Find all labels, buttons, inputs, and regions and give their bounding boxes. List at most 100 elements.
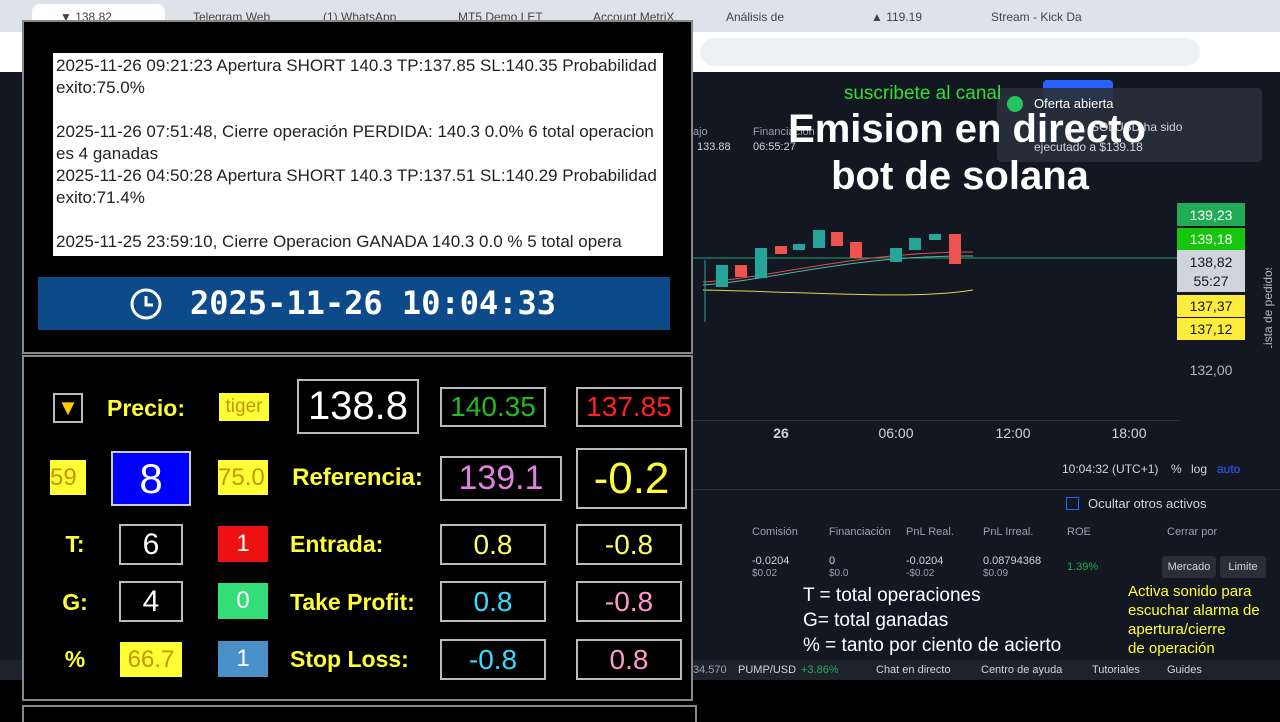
reference: 139.1 — [440, 456, 562, 501]
value: 0.8 — [576, 639, 682, 680]
cell: -0.0204 — [752, 555, 790, 567]
tab[interactable]: Stream - Kick Da — [991, 10, 1082, 24]
label: T: — [65, 530, 85, 557]
column-header: PnL Irreal. — [983, 526, 1034, 538]
status: 1 — [218, 641, 268, 677]
label: Precio: — [107, 394, 185, 421]
checkbox[interactable] — [1066, 497, 1079, 510]
footer-item[interactable]: Tutoriales — [1092, 664, 1140, 676]
x-tick-label: 12:00 — [995, 425, 1031, 441]
label: G: — [62, 588, 88, 615]
price-tick: 132,00 — [1189, 362, 1233, 378]
direction: ▼ — [53, 393, 83, 423]
button[interactable]: Mercado — [1162, 556, 1216, 578]
x-tick-label: 06:00 — [878, 425, 914, 441]
ma-line — [702, 255, 974, 286]
log-entry: 2025-11-25 23:59:10, Cierre Operacion GA… — [56, 232, 622, 251]
time-label: 10:04:32 (UTC+1) — [1062, 462, 1159, 476]
footer-item[interactable]: Chat en directo — [876, 664, 951, 676]
button[interactable]: Limite — [1220, 556, 1266, 578]
footer-item[interactable]: Guides — [1167, 664, 1202, 676]
url-field[interactable] — [700, 38, 1200, 66]
stream-title: bot de solana — [831, 153, 1089, 198]
sound-note: de operación — [1128, 640, 1215, 657]
signal-count: 8 — [111, 451, 191, 506]
note: G= total ganadas — [803, 610, 949, 631]
countdown: 55:27 — [1193, 273, 1229, 289]
side-label: Lista de pedidos — [1261, 268, 1275, 348]
price-label: 137,12 — [1177, 318, 1245, 340]
price-label-bg — [1177, 250, 1245, 292]
strategy: tiger — [219, 393, 269, 421]
scale-option[interactable]: log — [1191, 462, 1208, 476]
price-label: 139,18 — [1177, 228, 1245, 250]
footer-item[interactable]: Centro de ayuda — [981, 664, 1063, 676]
tab[interactable]: Análisis de opera — [726, 10, 785, 24]
log-entry: 2025-11-26 04:50:28 Apertura SHORT 140.3… — [56, 166, 657, 207]
header-value: 06:55:27 — [753, 141, 796, 153]
cell-sub: -$0.02 — [906, 568, 935, 579]
footer-item: 34.570 — [693, 664, 727, 676]
x-tick-label: 26 — [773, 425, 789, 441]
price: 138.8 — [297, 379, 419, 434]
value: -0.8 — [576, 581, 682, 622]
label: Stop Loss: — [290, 645, 409, 672]
clock: 2025-11-26 10:04:33 — [190, 284, 557, 322]
total: 6 — [119, 524, 183, 565]
tp-value: 137.85 — [576, 387, 682, 427]
x-tick-label: 18:00 — [1111, 425, 1147, 441]
cell-sub: $0.02 — [752, 568, 778, 579]
cell-sub: $0.0 — [829, 568, 849, 579]
status: 1 — [218, 526, 268, 562]
percent: 66.7 — [120, 642, 182, 677]
log-entry: 2025-11-26 07:51:48, Cierre operación PE… — [56, 122, 654, 163]
cell: 0 — [829, 555, 836, 567]
label: Entrada: — [290, 530, 384, 557]
stream-title: Emision en directo — [788, 106, 1146, 151]
candles — [704, 230, 961, 322]
divider — [693, 489, 1280, 490]
label: Take Profit: — [290, 588, 415, 615]
chart-area — [693, 230, 1180, 322]
axis-line — [693, 420, 1180, 421]
won: 4 — [119, 581, 183, 622]
ma-line — [702, 251, 974, 283]
column-header: PnL Real. — [906, 526, 954, 538]
cell-sub: $0.09 — [983, 568, 1009, 579]
roe: 1.39% — [1067, 561, 1099, 573]
cell: -0.0204 — [906, 555, 944, 567]
counter: 59 — [50, 460, 86, 495]
scale-option[interactable]: auto — [1217, 462, 1241, 476]
label: % — [64, 645, 86, 672]
next-window — [22, 705, 697, 722]
price-label: 138,82 — [1189, 254, 1233, 270]
header-value: 133.88 — [697, 141, 731, 153]
label: Referencia: — [292, 463, 423, 491]
clock-icon — [130, 288, 162, 320]
header-label: Financiación — [753, 126, 815, 138]
scale-option[interactable]: % — [1171, 462, 1182, 476]
value: -0.8 — [440, 639, 546, 680]
sound-note: escuchar alarma de — [1128, 602, 1260, 619]
column-header: ROE — [1067, 526, 1091, 538]
header-label: ajo — [693, 126, 708, 138]
column-header: Comisión — [752, 526, 798, 538]
footer-item[interactable]: PUMP/USD — [738, 664, 797, 676]
toggle-label[interactable]: Ocultar otros activos — [1088, 496, 1207, 511]
value: -0.8 — [576, 524, 682, 565]
tab[interactable]: ▲ 119.19 Gráfico — [871, 10, 923, 24]
sound-note: apertura/cierre — [1128, 621, 1226, 638]
sl-value: 140.35 — [440, 387, 546, 427]
notification-text: SOLUSD ha sido — [1091, 120, 1183, 134]
column-header: Financiación — [829, 526, 891, 538]
price-label: 139,23 — [1177, 203, 1245, 226]
note: T = total operaciones — [803, 585, 981, 606]
difference: -0.2 — [576, 448, 687, 509]
value: 0.8 — [440, 581, 546, 622]
price-label: 137,37 — [1177, 295, 1245, 317]
notification-text: ejecutado a $139.18 — [1034, 140, 1143, 154]
log-entry: 2025-11-26 09:21:23 Apertura SHORT 140.3… — [56, 56, 657, 97]
clock-bar — [38, 277, 670, 330]
subscribe-text: suscribete al canal — [843, 83, 1002, 104]
